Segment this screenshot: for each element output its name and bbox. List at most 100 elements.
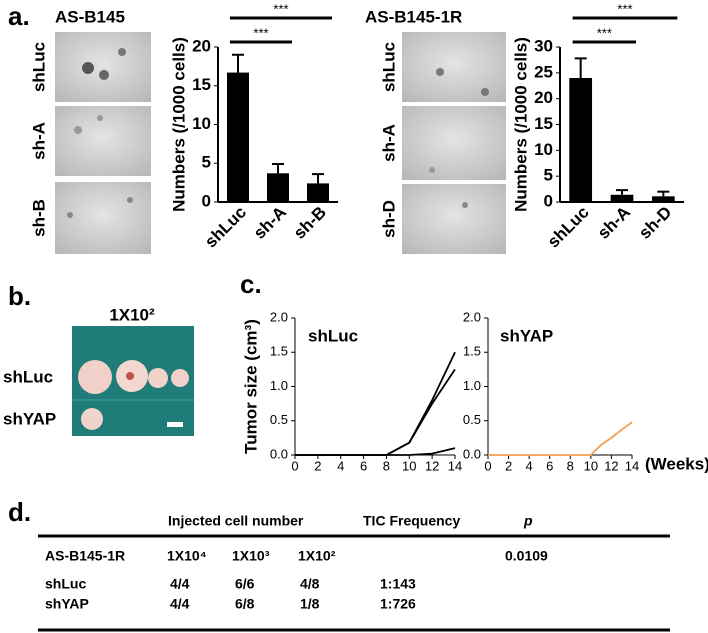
x-tick-label: 4 <box>337 458 344 473</box>
y-tick-label: 0 <box>544 191 553 210</box>
table-cell: 4/4 <box>170 596 190 612</box>
x-tick-label: 8 <box>383 458 390 473</box>
x-tick-label: 10 <box>402 458 416 473</box>
line <box>295 368 456 456</box>
table-header: Injected cell number <box>168 513 304 529</box>
bar <box>569 78 593 202</box>
y-tick-label: 2.0 <box>463 309 481 324</box>
table-cell: 1X10² <box>298 548 336 564</box>
dose-label: 1X10² <box>109 305 155 324</box>
bar <box>610 194 634 202</box>
x-tick-label: sh-A <box>250 203 290 243</box>
y-tick-label: 0.5 <box>270 412 288 427</box>
row-label: shLuc <box>3 367 53 386</box>
row-label: shLuc <box>29 42 48 92</box>
x-tick-label: sh-B <box>290 203 330 243</box>
x-tick-label: 6 <box>360 458 367 473</box>
x-tick-label: sh-A <box>594 203 634 243</box>
panel-label: b. <box>8 281 31 311</box>
bar <box>227 72 249 202</box>
table-cell: 1/8 <box>300 596 320 612</box>
bar <box>307 183 329 202</box>
table-body: shLuc 4/4 6/6 4/8 1:143 shYAP 4/4 6/8 1/8 1:726 <box>45 576 416 612</box>
y-tick-label: 5 <box>202 153 211 172</box>
line <box>295 447 456 456</box>
x-tick-label: 14 <box>448 458 462 473</box>
significance-label: *** <box>597 25 612 40</box>
panel-label: a. <box>8 1 30 31</box>
micrographs-right <box>402 32 506 254</box>
table-cell: 1X10⁴ <box>167 548 207 564</box>
y-tick-label: 25 <box>534 62 553 81</box>
significance-label: *** <box>617 1 632 16</box>
table-cell: 1:726 <box>380 596 416 612</box>
x-tick-label: 4 <box>526 458 533 473</box>
y-tick-label: 5 <box>544 166 553 185</box>
line <box>488 421 633 456</box>
row-label: shYAP <box>3 409 56 428</box>
x-tick-label: 10 <box>584 458 598 473</box>
table-cell: 0.0109 <box>505 548 548 564</box>
table-cell: 4/8 <box>300 576 320 592</box>
tumor-photo <box>72 326 194 436</box>
significance-label: *** <box>273 1 288 16</box>
y-tick-label: 15 <box>192 75 211 94</box>
x-tick-label: sh-D <box>635 203 675 243</box>
row-label: sh-A <box>379 124 398 162</box>
significance-label: *** <box>253 25 268 40</box>
y-axis-label: Numbers (/1000 cells) <box>169 37 188 212</box>
chart-title: shYAP <box>500 326 553 345</box>
row-label: sh-B <box>29 199 48 237</box>
x-tick-label: 2 <box>314 458 321 473</box>
table-cell: 6/8 <box>235 596 255 612</box>
y-tick-label: 10 <box>192 114 211 133</box>
x-tick-label: 12 <box>604 458 618 473</box>
y-tick-label: 0.5 <box>463 412 481 427</box>
y-tick-label: 1.5 <box>270 344 288 359</box>
y-tick-label: 2.0 <box>270 309 288 324</box>
table-header: TIC Frequency <box>363 513 460 529</box>
y-tick-label: 0.0 <box>463 446 481 461</box>
x-tick-label: 8 <box>567 458 574 473</box>
x-tick-label: 0 <box>484 458 491 473</box>
micrographs-left <box>55 32 151 254</box>
chart-title: AS-B145 <box>55 7 125 26</box>
table-header: p <box>523 513 533 529</box>
row-label: shLuc <box>379 42 398 92</box>
table-cell: 4/4 <box>170 576 190 592</box>
table-cell: AS-B145-1R <box>45 548 125 564</box>
y-axis-label: Tumor size (cm³) <box>241 319 260 454</box>
y-tick-label: 20 <box>192 36 211 55</box>
table-cell: shYAP <box>45 596 89 612</box>
table-cell: 1X10³ <box>232 548 270 564</box>
y-tick-label: 15 <box>534 114 553 133</box>
bar <box>651 196 675 202</box>
y-tick-label: 20 <box>534 88 553 107</box>
line <box>295 351 456 456</box>
row-label: sh-D <box>379 200 398 238</box>
bar <box>267 173 289 202</box>
y-tick-label: 1.0 <box>270 378 288 393</box>
x-tick-label: 0 <box>291 458 298 473</box>
y-tick-label: 1.0 <box>463 378 481 393</box>
x-tick-label: 14 <box>625 458 639 473</box>
y-tick-label: 0 <box>202 191 211 210</box>
x-tick-label: 2 <box>505 458 512 473</box>
chart-title: shLuc <box>308 326 358 345</box>
panel-label: c. <box>240 269 262 299</box>
table-cell: 1:143 <box>380 576 416 592</box>
y-tick-label: 10 <box>534 140 553 159</box>
x-tick-label: 6 <box>546 458 553 473</box>
chart-title: AS-B145-1R <box>365 7 462 26</box>
x-axis-label: (Weeks) <box>645 454 708 473</box>
panel-label: d. <box>8 497 31 527</box>
table-cell: 6/6 <box>235 576 255 592</box>
table-cell: shLuc <box>45 576 86 592</box>
y-tick-label: 0.0 <box>270 446 288 461</box>
row-label: sh-A <box>29 122 48 160</box>
x-tick-label: 12 <box>425 458 439 473</box>
y-tick-label: 1.5 <box>463 344 481 359</box>
y-tick-label: 30 <box>534 36 553 55</box>
y-axis-label: Numbers (/1000 cells) <box>511 37 530 212</box>
